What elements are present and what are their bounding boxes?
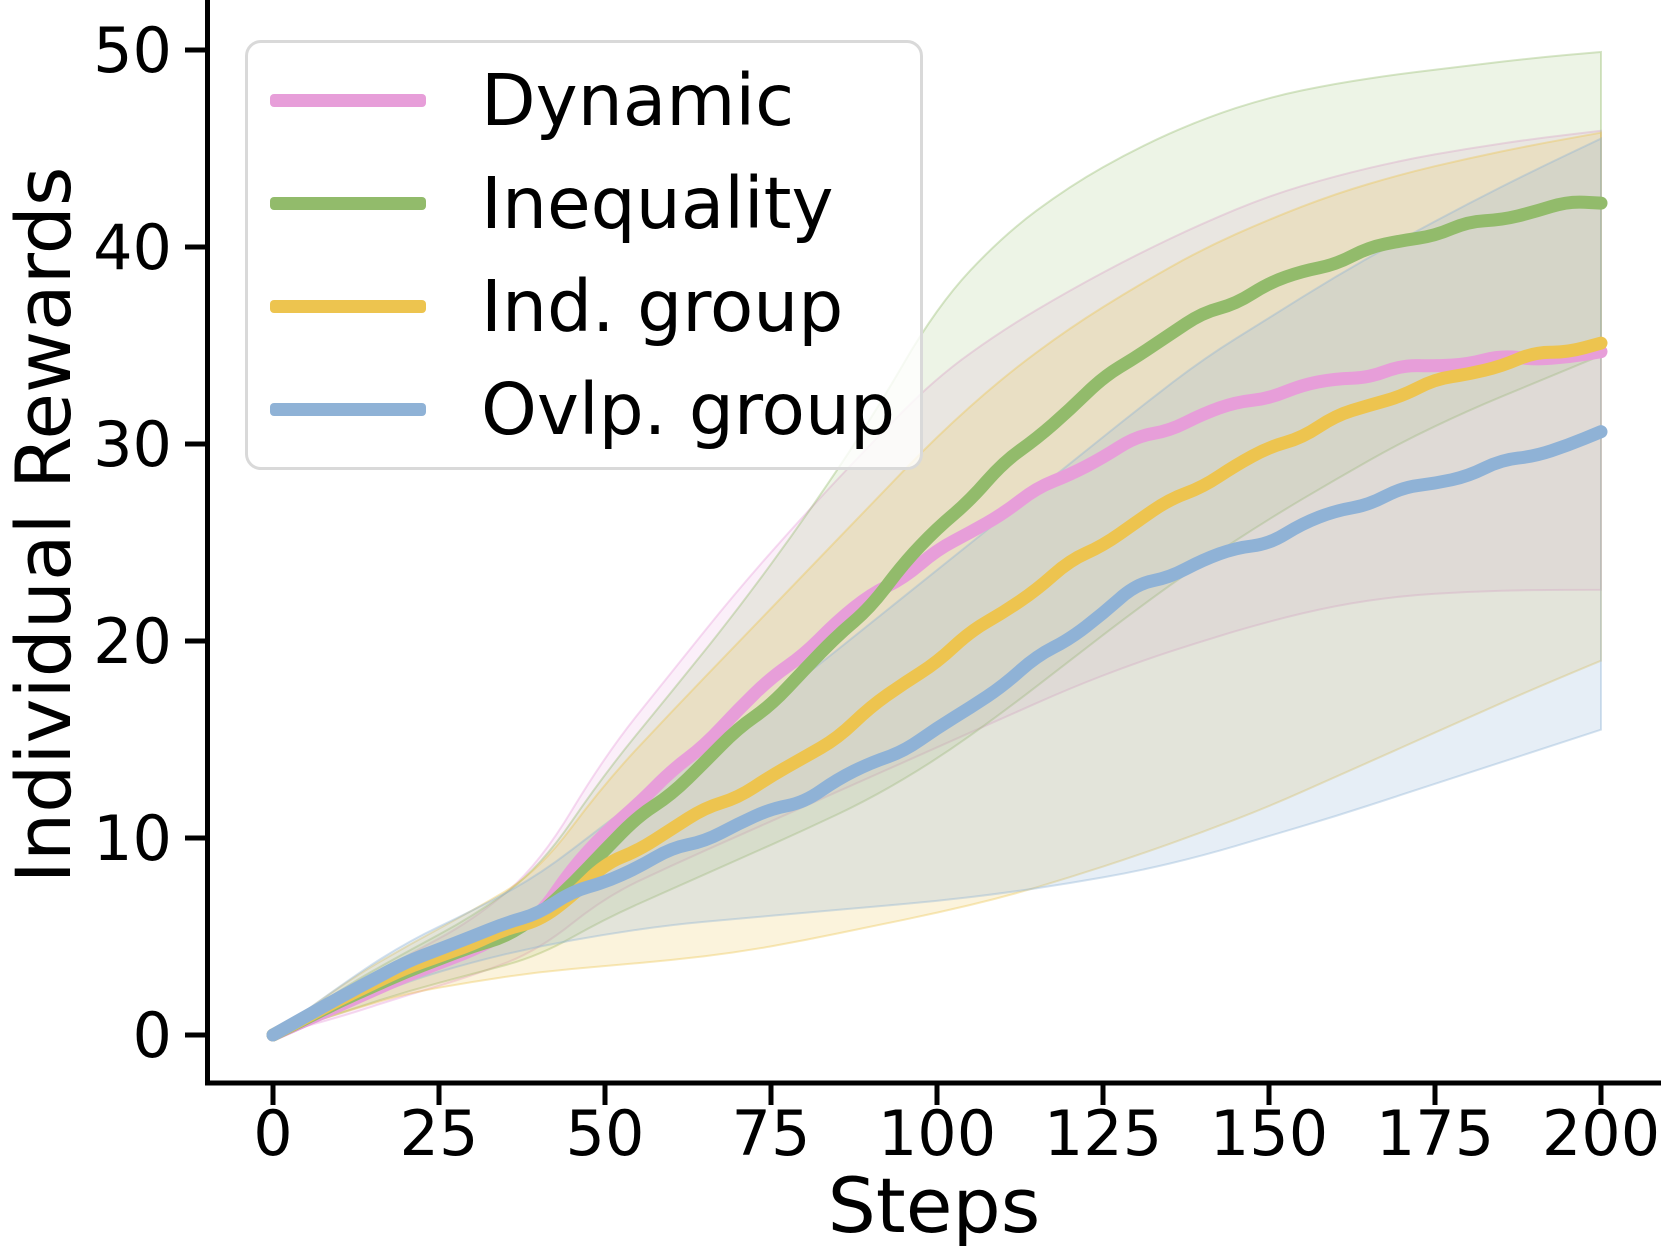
- legend-item-ovlp-group: Ovlp. group: [248, 358, 920, 461]
- legend-label: Inequality: [481, 162, 834, 245]
- y-axis-ticks: 0 10 20 30 40 50: [93, 14, 207, 1072]
- data-layer: [266, 50, 1608, 1042]
- y-tick-label: 50: [93, 14, 172, 87]
- x-tick-label: 150: [1210, 1097, 1328, 1170]
- legend-label: Ind. group: [481, 265, 844, 348]
- y-tick-label: 30: [93, 408, 172, 481]
- x-tick-label: 25: [400, 1097, 479, 1170]
- legend-item-inequality: Inequality: [248, 152, 920, 255]
- legend-swatch: [270, 94, 426, 107]
- x-tick-label: 50: [566, 1097, 645, 1170]
- ind-group-band: [272, 131, 1602, 1036]
- x-tick-label: 0: [253, 1097, 292, 1170]
- legend-swatch: [270, 300, 426, 313]
- legend-swatch: [270, 197, 426, 210]
- x-tick-label: 100: [878, 1097, 996, 1170]
- dynamic-band: [272, 129, 1602, 1036]
- legend-item-ind-group: Ind. group: [248, 255, 920, 358]
- y-tick-label: 40: [93, 211, 172, 284]
- legend-swatch: [270, 403, 426, 416]
- y-tick-label: 20: [93, 605, 172, 678]
- x-tick-label: 175: [1376, 1097, 1494, 1170]
- ovlp-group-line: [266, 425, 1608, 1042]
- x-tick-label: 75: [732, 1097, 811, 1170]
- y-axis-title: Individual Rewards: [0, 167, 88, 884]
- y-tick-label: 10: [93, 802, 172, 875]
- legend-item-dynamic: Dynamic: [248, 49, 920, 152]
- x-axis-title: Steps: [828, 1161, 1041, 1246]
- y-tick-label: 0: [133, 999, 172, 1072]
- x-tick-label: 125: [1044, 1097, 1162, 1170]
- legend-label: Dynamic: [481, 59, 795, 142]
- x-axis-ticks: 0 25 50 75 100 125 150 175 200: [253, 1083, 1660, 1170]
- legend: Dynamic Inequality Ind. group Ovlp. grou…: [245, 40, 923, 470]
- legend-label: Ovlp. group: [481, 368, 896, 451]
- x-tick-label: 200: [1542, 1097, 1660, 1170]
